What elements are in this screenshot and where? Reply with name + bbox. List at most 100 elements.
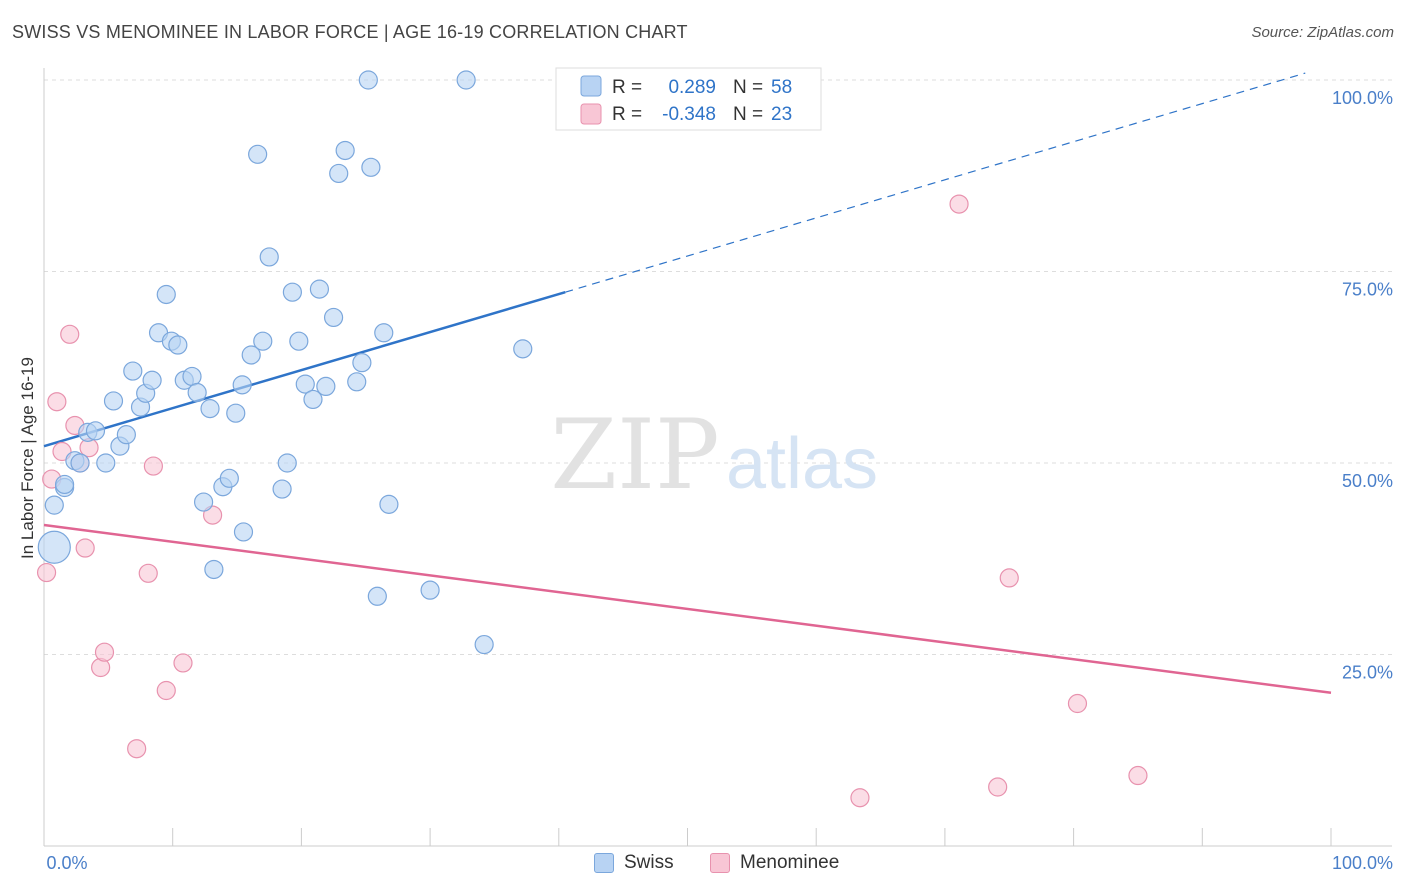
menominee-trend-line xyxy=(43,523,1332,695)
y-tick-label: 75.0% xyxy=(1342,280,1393,300)
menominee-point xyxy=(60,324,80,344)
swiss-point xyxy=(96,453,116,473)
menominee-point xyxy=(94,642,115,662)
menominee-point xyxy=(36,562,57,583)
menominee-point xyxy=(1128,765,1148,786)
swiss-point xyxy=(253,331,273,351)
swiss-trend-line xyxy=(43,290,566,448)
legend-top: R = 0.289 N = 58 R = -0.348 N = 23 xyxy=(555,67,822,131)
y-axis-label: In Labor Force | Age 16-19 xyxy=(18,357,37,559)
swiss-point xyxy=(193,492,214,512)
swiss-point xyxy=(474,634,494,655)
legend-label-swiss: Swiss xyxy=(624,852,674,873)
swiss-point xyxy=(103,391,124,411)
legend-n-value-swiss: 58 xyxy=(771,77,792,98)
swiss-point xyxy=(367,586,387,606)
swiss-point xyxy=(277,453,297,473)
swiss-point xyxy=(200,399,220,419)
swiss-point xyxy=(456,70,476,90)
swiss-point xyxy=(513,339,533,359)
swiss-point xyxy=(233,522,254,542)
legend-item-menominee: Menominee xyxy=(710,852,839,874)
legend-swatch-swiss-bottom xyxy=(594,853,614,873)
swiss-point xyxy=(335,140,355,161)
chart-title: SWISS VS MENOMINEE IN LABOR FORCE | AGE … xyxy=(12,22,688,42)
watermark-zip: ZIP xyxy=(550,399,719,511)
swiss-point xyxy=(323,307,344,328)
menominee-point xyxy=(999,568,1019,588)
swiss-point xyxy=(219,468,239,488)
y-tick-label: 100.0% xyxy=(1332,88,1393,108)
menominee-point xyxy=(47,392,67,412)
menominee-point xyxy=(75,538,95,558)
legend-swatch-menominee-bottom xyxy=(710,853,730,873)
swiss-point xyxy=(309,279,330,299)
swiss-point xyxy=(187,382,207,403)
legend-item-swiss: Swiss xyxy=(594,852,674,874)
menominee-point xyxy=(1067,693,1088,714)
swiss-point xyxy=(329,163,349,184)
x-tick-label-min: 0.0% xyxy=(46,853,87,873)
menominee-point xyxy=(850,788,870,808)
legend-n-value-menominee: 23 xyxy=(771,104,792,125)
menominee-point xyxy=(173,653,193,673)
menominee-point xyxy=(156,680,176,701)
legend-swatch-swiss xyxy=(580,75,602,97)
swiss-point xyxy=(316,376,336,396)
menominee-point xyxy=(143,456,163,476)
menominee-point xyxy=(127,739,147,759)
legend-r-label-menominee: R = xyxy=(612,104,642,125)
swiss-point xyxy=(54,474,75,495)
legend-n-label-menominee: N = xyxy=(733,104,763,125)
swiss-point xyxy=(303,389,323,410)
swiss-point xyxy=(361,157,381,177)
swiss-point xyxy=(241,345,261,365)
swiss-point xyxy=(295,374,315,394)
swiss-point xyxy=(85,421,106,441)
swiss-point xyxy=(358,70,378,90)
y-axis: 25.0% 50.0% 75.0% 100.0% xyxy=(1332,88,1393,683)
source-label: Source: ZipAtlas.com xyxy=(1251,24,1394,41)
swiss-point xyxy=(142,370,162,390)
menominee-point xyxy=(988,777,1008,797)
watermark-atlas: atlas xyxy=(726,424,878,504)
swiss-point xyxy=(156,284,176,305)
swiss-point xyxy=(204,559,224,580)
menominee-point xyxy=(949,194,969,214)
swiss-point xyxy=(352,353,372,373)
swiss-point xyxy=(374,323,394,343)
legend-r-value-menominee: -0.348 xyxy=(662,104,716,125)
swiss-point xyxy=(272,479,292,499)
swiss-point xyxy=(289,331,309,351)
swiss-point xyxy=(123,361,143,381)
swiss-point xyxy=(226,403,246,423)
legend-bottom: Swiss Menominee xyxy=(0,852,1406,878)
menominee-points xyxy=(36,194,1148,808)
y-tick-label: 50.0% xyxy=(1342,471,1393,491)
x-axis xyxy=(43,68,1392,847)
swiss-point xyxy=(168,335,188,355)
y-tick-label: 25.0% xyxy=(1342,663,1393,683)
legend-n-label-swiss: N = xyxy=(733,77,763,98)
swiss-point xyxy=(232,375,252,395)
swiss-point xyxy=(182,366,202,387)
swiss-point xyxy=(420,580,440,600)
swiss-point xyxy=(116,425,136,445)
x-tick-label-max: 100.0% xyxy=(1332,853,1393,873)
menominee-point xyxy=(138,563,158,583)
swiss-point xyxy=(259,247,279,267)
swiss-point xyxy=(379,494,399,514)
grid-lines xyxy=(44,79,1392,655)
trend-lines xyxy=(43,72,1332,695)
swiss-trend-extension xyxy=(565,72,1306,293)
swiss-point xyxy=(44,495,64,515)
menominee-point xyxy=(202,505,223,525)
swiss-point xyxy=(347,372,367,392)
legend-r-label-swiss: R = xyxy=(612,77,642,98)
swiss-points xyxy=(37,70,533,655)
legend-swatch-menominee xyxy=(580,103,602,125)
swiss-point xyxy=(37,530,71,564)
legend-r-value-swiss: 0.289 xyxy=(668,77,716,98)
swiss-point xyxy=(282,282,302,302)
